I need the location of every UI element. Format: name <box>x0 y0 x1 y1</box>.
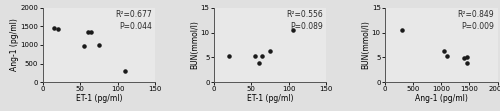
X-axis label: ET-1 (pg/ml): ET-1 (pg/ml) <box>247 94 293 103</box>
X-axis label: Ang-1 (pg/ml): Ang-1 (pg/ml) <box>415 94 468 103</box>
Y-axis label: BUN(mmol/l): BUN(mmol/l) <box>190 21 199 69</box>
Text: R²=0.677
P=0.044: R²=0.677 P=0.044 <box>115 10 152 31</box>
Point <box>462 56 470 58</box>
Point <box>398 29 406 31</box>
Point <box>266 51 274 52</box>
Text: R²=0.556
P=0.089: R²=0.556 P=0.089 <box>286 10 323 31</box>
Point <box>258 56 266 57</box>
Point <box>88 31 96 32</box>
Text: B: B <box>189 0 198 2</box>
Point <box>95 44 103 46</box>
Point <box>224 56 232 57</box>
Point <box>84 31 92 32</box>
Point <box>440 51 448 52</box>
Point <box>443 56 451 57</box>
Point <box>50 27 58 29</box>
Point <box>80 46 88 47</box>
Text: C: C <box>360 0 368 2</box>
Y-axis label: Ang-1 (pg/ml): Ang-1 (pg/ml) <box>10 19 19 71</box>
Text: R²=0.849
P=0.009: R²=0.849 P=0.009 <box>458 10 494 31</box>
X-axis label: ET-1 (pg/ml): ET-1 (pg/ml) <box>76 94 122 103</box>
Point <box>460 57 468 59</box>
Point <box>288 29 296 31</box>
Text: A: A <box>18 0 26 2</box>
Y-axis label: BUN(mmol/l): BUN(mmol/l) <box>362 21 370 69</box>
Point <box>251 56 259 57</box>
Point <box>254 62 262 64</box>
Point <box>463 62 471 64</box>
Point <box>54 28 62 30</box>
Point <box>121 70 129 72</box>
